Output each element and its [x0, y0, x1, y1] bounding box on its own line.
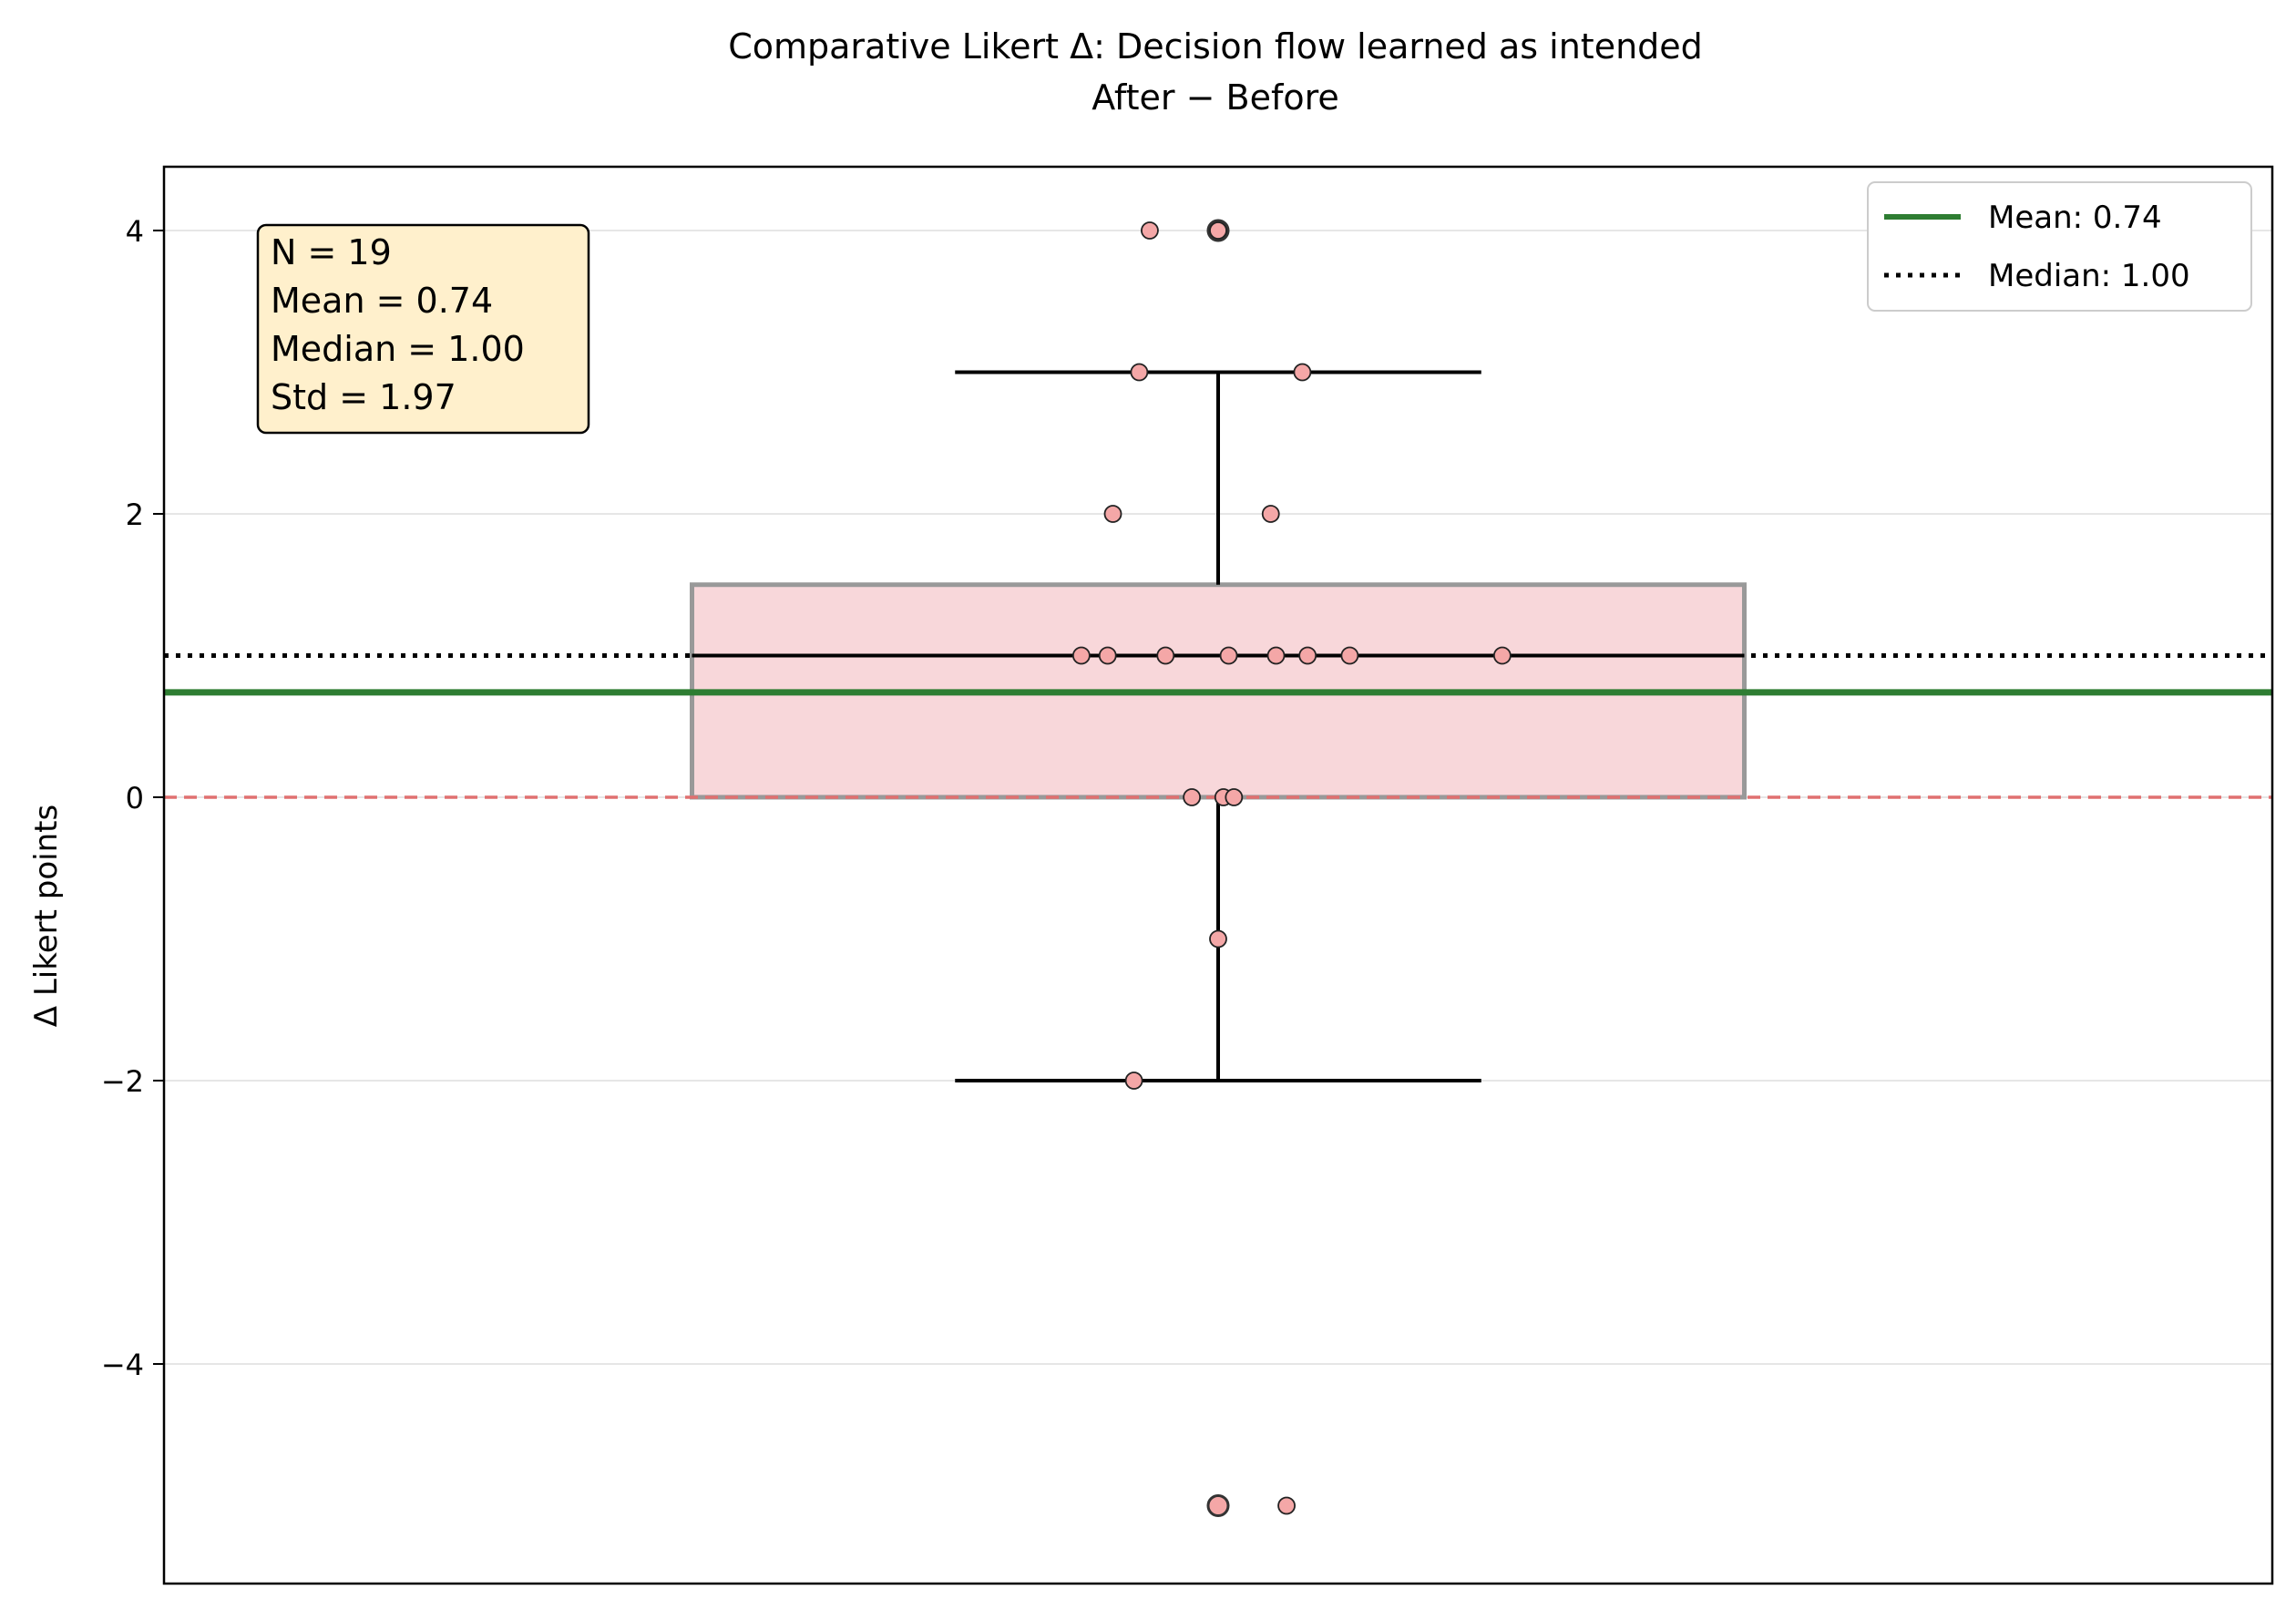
legend: Mean: 0.74 Median: 1.00 — [1867, 181, 2252, 312]
data-point — [1219, 646, 1238, 665]
stats-box: N = 19 Mean = 0.74 Median = 1.00 Std = 1… — [256, 223, 590, 435]
outlier-marker — [1206, 1493, 1230, 1517]
y-tick-label: 4 — [126, 214, 144, 249]
y-tick-label: −2 — [101, 1064, 144, 1099]
stats-std: Std = 1.97 — [271, 377, 456, 417]
plot-frame — [162, 165, 2274, 1585]
data-point — [1340, 646, 1359, 665]
stats-mean: Mean = 0.74 — [271, 281, 493, 321]
data-point — [1130, 363, 1149, 382]
legend-mean-label: Mean: 0.74 — [1988, 200, 2162, 236]
data-point — [1209, 929, 1227, 949]
data-point — [1103, 505, 1122, 523]
y-tick-label: 0 — [126, 781, 144, 815]
y-tick-label: −4 — [101, 1348, 144, 1382]
data-point — [1293, 363, 1312, 382]
chart-subtitle: After − Before — [1092, 77, 1339, 118]
data-point — [1141, 221, 1159, 240]
y-tick-label: 2 — [126, 497, 144, 532]
chart-title: Comparative Likert Δ: Decision flow lear… — [728, 26, 1703, 67]
data-point — [1098, 646, 1117, 665]
box-plot — [690, 219, 1747, 1517]
data-point — [1261, 505, 1280, 523]
y-axis-label: Δ Likert points — [28, 805, 65, 1027]
data-points — [1071, 221, 1512, 1515]
data-point — [1156, 646, 1175, 665]
data-point — [1492, 646, 1512, 665]
data-point — [1124, 1072, 1143, 1090]
legend-median-label: Median: 1.00 — [1988, 258, 2190, 294]
stats-box-background — [256, 223, 590, 435]
stats-n: N = 19 — [271, 232, 392, 272]
legend-frame — [1867, 181, 2252, 312]
data-point — [1183, 788, 1202, 806]
data-point — [1266, 646, 1286, 665]
data-point — [1209, 221, 1227, 240]
data-point — [1071, 646, 1091, 665]
data-point — [1277, 1496, 1296, 1515]
data-point — [1298, 646, 1317, 665]
y-axis-ticks: −4 −2 0 2 4 — [101, 214, 164, 1382]
stats-median: Median = 1.00 — [271, 329, 525, 369]
data-point — [1225, 788, 1244, 806]
